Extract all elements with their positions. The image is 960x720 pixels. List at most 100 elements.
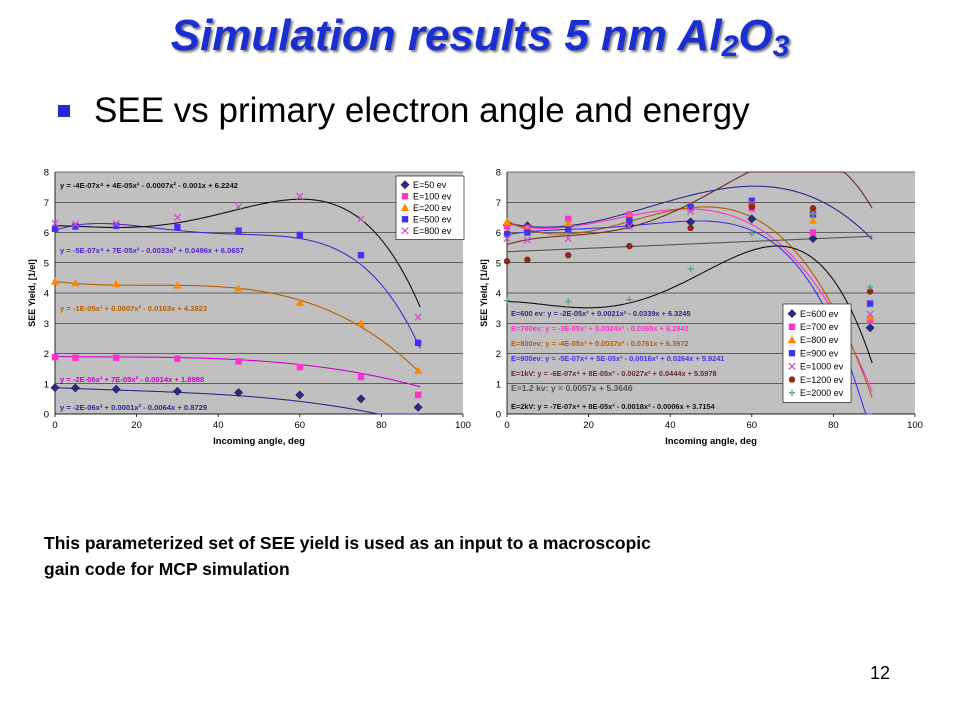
y-tick-label: 7 bbox=[44, 198, 49, 209]
data-point bbox=[234, 203, 243, 211]
data-point bbox=[524, 256, 531, 263]
data-point bbox=[72, 354, 79, 361]
series-e-50-ev bbox=[50, 383, 423, 412]
data-point bbox=[72, 223, 79, 230]
data-point bbox=[626, 296, 633, 303]
data-point bbox=[564, 234, 572, 243]
x-tick-label: 60 bbox=[747, 420, 758, 431]
x-tick-label: 40 bbox=[665, 420, 676, 431]
data-point bbox=[50, 383, 60, 393]
legend-label-e-1200-ev: E=1200 ev bbox=[800, 375, 844, 385]
trendline-equation-e-800-ev: E=800ev: y = -4E-05x³ + 0.0037x² - 0.076… bbox=[511, 339, 689, 348]
y-axis-title: SEE Yield, [1/el] bbox=[28, 259, 37, 327]
y-tick-label: 0 bbox=[44, 410, 49, 421]
data-point bbox=[503, 223, 511, 230]
data-point bbox=[686, 207, 695, 215]
trendline-equation-e-2000-ev: E=2kV: y = -7E-07x⁴ + 8E-05x³ - 0.0018x²… bbox=[511, 402, 716, 411]
data-point bbox=[748, 197, 755, 204]
data-point bbox=[866, 300, 874, 307]
x-tick-label: 0 bbox=[504, 420, 509, 431]
data-point bbox=[565, 226, 572, 233]
data-point bbox=[565, 298, 572, 305]
trendline-equation-e-800-ev: y = -4E-07x⁴ + 4E-05x³ - 0.0007x² - 0.00… bbox=[60, 181, 238, 190]
legend-marker-e-800-ev bbox=[401, 227, 409, 235]
data-point bbox=[357, 251, 365, 259]
legend-label-e-800-ev: E=800 ev bbox=[800, 335, 839, 345]
data-point bbox=[235, 227, 242, 234]
y-tick-label: 3 bbox=[44, 319, 49, 330]
page-number: 12 bbox=[870, 663, 891, 683]
legend-marker-e-1200-ev bbox=[788, 376, 796, 383]
trendline-equation-e-600-ev: E=600 ev: y = -2E-05x³ + 0.0021x² - 0.03… bbox=[511, 309, 691, 318]
trendline-equation-e-100-ev: y = -2E-06x³ + 7E-05x² - 0.0014x + 1.898… bbox=[60, 375, 204, 384]
data-point bbox=[71, 220, 80, 228]
legend-marker-e-200-ev bbox=[400, 203, 410, 211]
data-point bbox=[414, 391, 422, 399]
data-point bbox=[174, 355, 181, 362]
data-point bbox=[524, 229, 531, 236]
data-point bbox=[357, 373, 365, 381]
trendline-equation-e-200-ev: y = -1E-05x³ + 0.0007x² - 0.0163x + 4.38… bbox=[60, 304, 207, 313]
data-point bbox=[808, 216, 818, 224]
data-point bbox=[173, 281, 182, 289]
data-point bbox=[866, 310, 874, 318]
data-point bbox=[296, 192, 304, 200]
legend-label-e-600-ev: E=600 ev bbox=[800, 309, 839, 319]
data-point bbox=[70, 383, 80, 393]
data-point bbox=[502, 217, 512, 226]
trendline-equation-e-1000-ev: E=1kV: y = -6E-07x⁴ + 8E-05x³ - 0.0027x²… bbox=[511, 369, 717, 378]
title-subscript-3: 3 bbox=[772, 30, 790, 63]
data-point bbox=[503, 258, 511, 265]
title-main: Simulation results 5 nm Al bbox=[170, 11, 722, 60]
square-bullet-icon bbox=[58, 105, 70, 117]
data-point bbox=[626, 242, 633, 250]
data-point bbox=[564, 219, 573, 227]
legend-marker-e-1000-ev bbox=[788, 362, 796, 371]
data-point bbox=[565, 251, 572, 259]
y-tick-label: 6 bbox=[496, 228, 501, 239]
data-point bbox=[809, 229, 817, 236]
data-point bbox=[51, 353, 59, 361]
series-e-1200-ev bbox=[503, 203, 874, 295]
legend-label-e-100-ev: E=100 ev bbox=[413, 191, 452, 201]
data-point bbox=[413, 402, 423, 412]
x-tick-label: 100 bbox=[907, 420, 923, 431]
x-tick-label: 100 bbox=[455, 420, 471, 431]
trendline-equation-e-500-ev: y = -5E-07x⁴ + 7E-05x³ - 0.0033x² + 0.04… bbox=[60, 246, 244, 255]
data-point bbox=[413, 366, 423, 374]
legend-label-e-50-ev: E=50 ev bbox=[413, 180, 447, 190]
x-tick-label: 0 bbox=[52, 420, 57, 431]
note-line-2: gain code for MCP simulation bbox=[44, 559, 290, 579]
slide-title: Simulation results 5 nm Al2O3 bbox=[0, 8, 960, 75]
y-tick-label: 1 bbox=[496, 379, 501, 390]
data-point bbox=[50, 277, 60, 285]
data-point bbox=[295, 390, 305, 400]
series-e-200-ev bbox=[50, 277, 423, 374]
data-point bbox=[687, 224, 694, 232]
data-point bbox=[356, 319, 366, 327]
data-point bbox=[234, 388, 244, 398]
legend-label-e-700-ev: E=700 ev bbox=[800, 322, 839, 332]
data-point bbox=[865, 323, 875, 333]
series-e-500-ev bbox=[51, 222, 422, 347]
x-tick-label: 20 bbox=[583, 420, 594, 431]
legend-label-e-2000-ev: E=2000 ev bbox=[800, 388, 844, 398]
data-point bbox=[113, 354, 120, 361]
data-point bbox=[296, 231, 303, 239]
data-point bbox=[51, 225, 59, 233]
x-tick-label: 80 bbox=[828, 420, 839, 431]
series-e-100-ev bbox=[51, 353, 422, 399]
data-point bbox=[356, 394, 366, 404]
data-point bbox=[357, 215, 365, 223]
legend-label-e-900-ev: E=900 ev bbox=[800, 348, 839, 358]
x-tick-label: 80 bbox=[376, 420, 387, 431]
y-tick-label: 2 bbox=[496, 349, 501, 360]
data-point bbox=[112, 279, 121, 288]
data-point bbox=[174, 223, 181, 231]
data-point bbox=[71, 278, 80, 287]
y-tick-label: 0 bbox=[496, 410, 501, 421]
data-point bbox=[112, 219, 120, 228]
data-point bbox=[295, 298, 304, 306]
y-axis-title: SEE Yield, [1/el] bbox=[479, 259, 489, 327]
